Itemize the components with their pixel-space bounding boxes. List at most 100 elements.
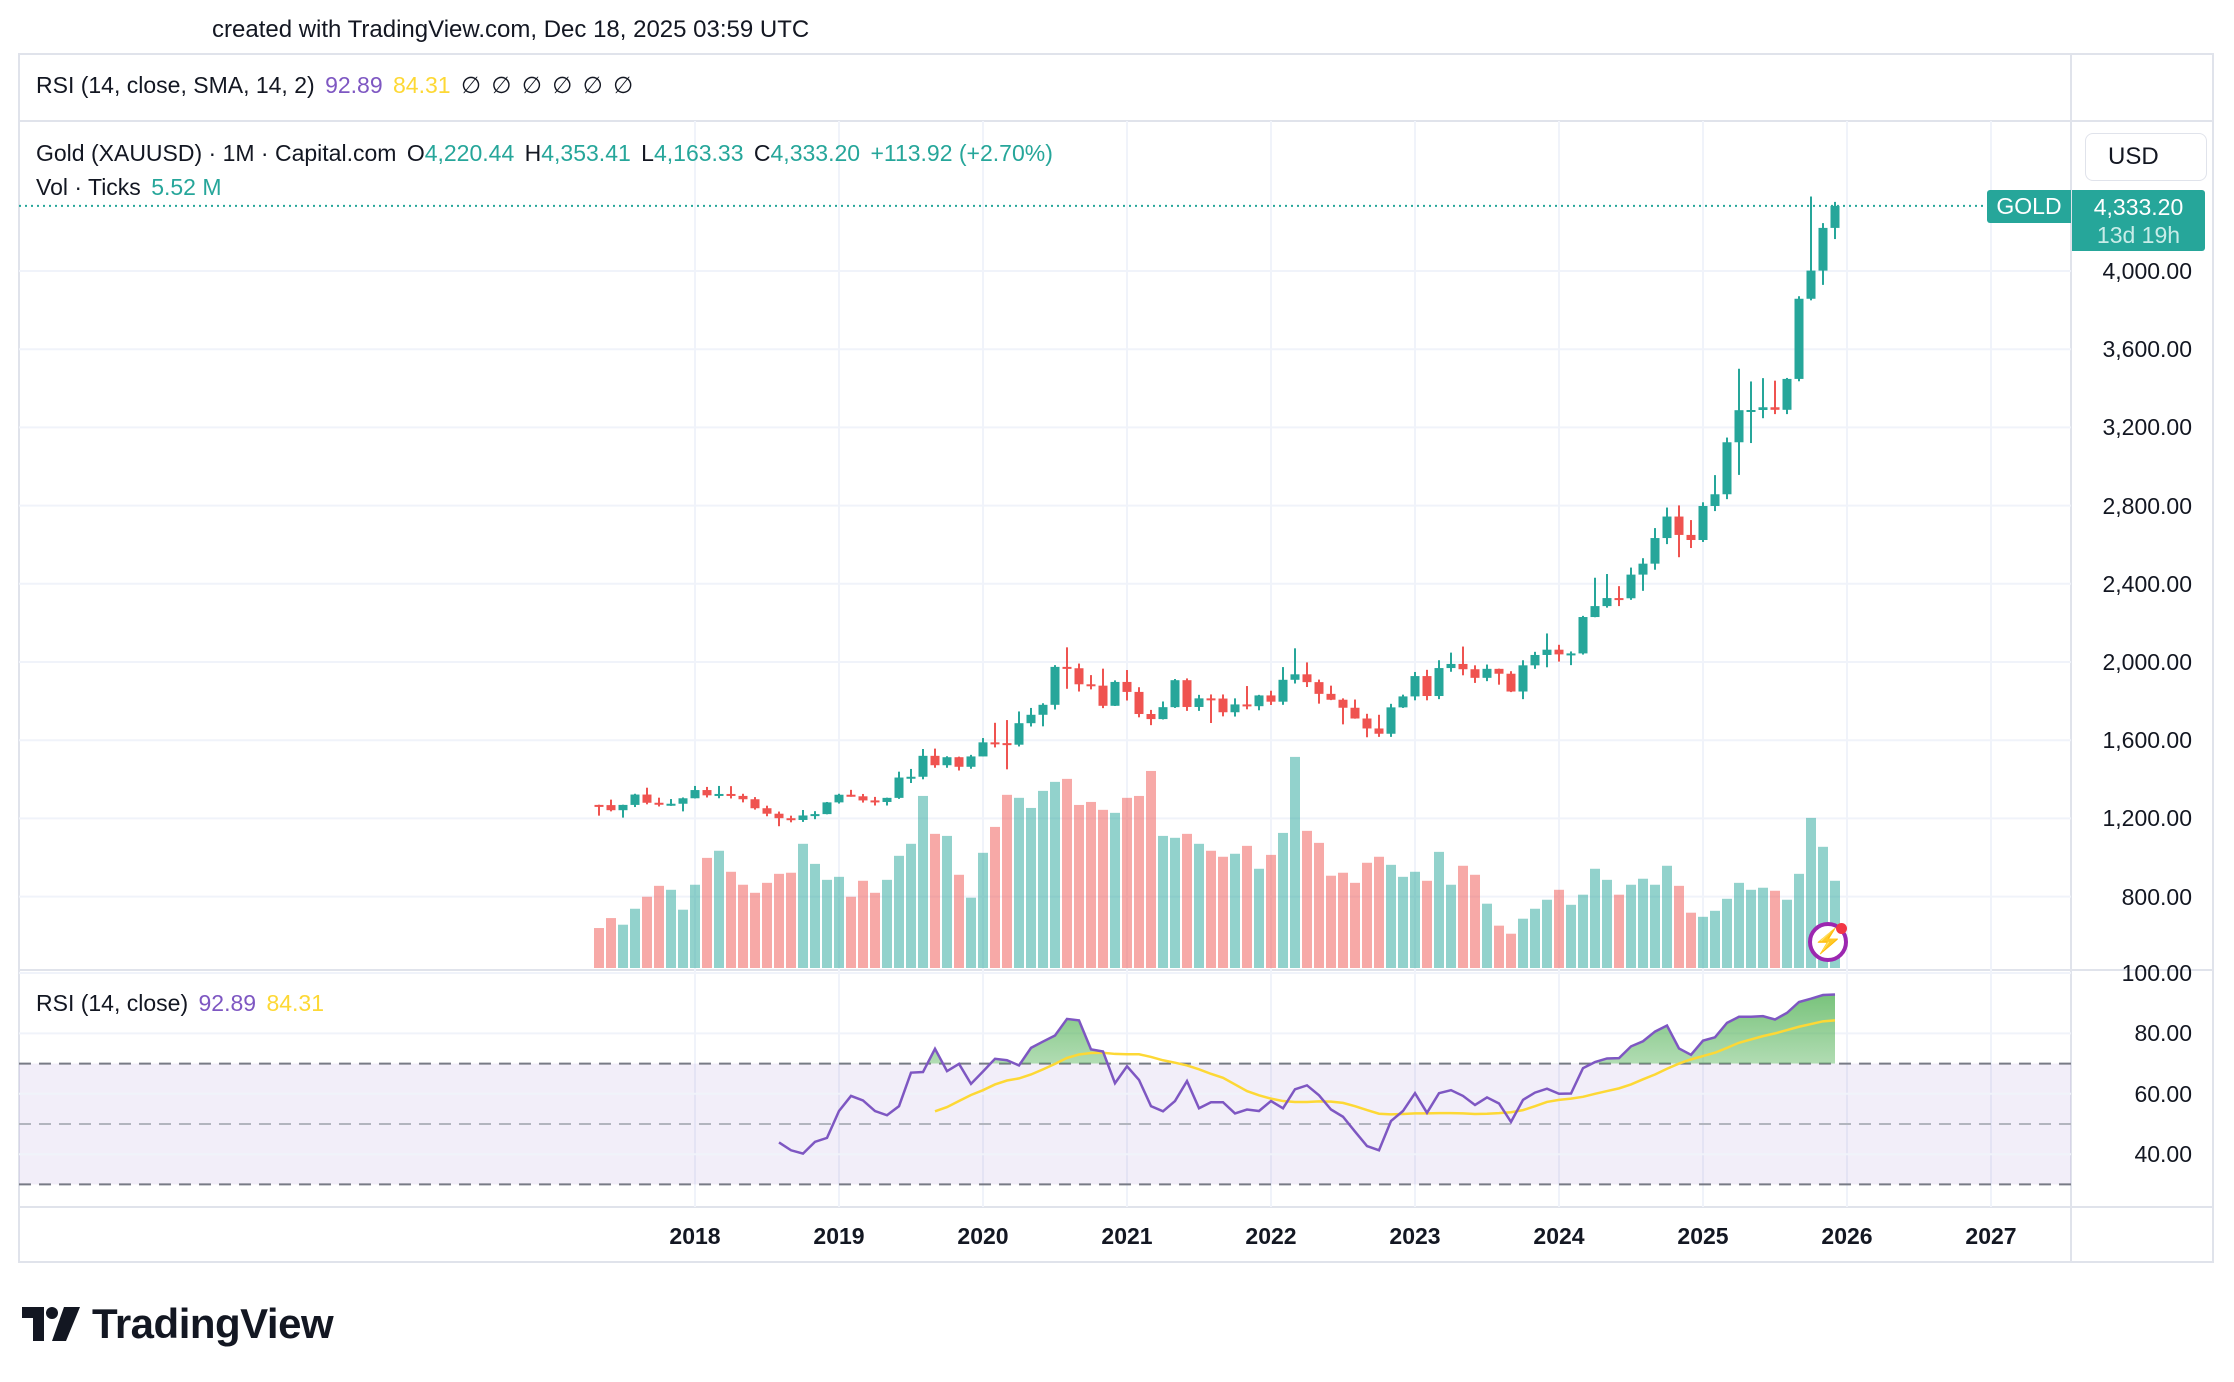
candle-body [846, 794, 856, 797]
currency-button[interactable]: USD [2085, 133, 2207, 181]
change-value: +113.92 (+2.70%) [870, 140, 1053, 166]
candle-body [1770, 407, 1780, 410]
volume-bar [894, 855, 904, 968]
candle-body [774, 813, 784, 819]
volume-bar [1722, 898, 1732, 968]
volume-bar [1794, 873, 1804, 968]
candle-body [858, 796, 868, 801]
volume-bar [1170, 837, 1180, 968]
candle-body [1518, 665, 1528, 692]
candle-body [762, 808, 772, 814]
candle-body [798, 815, 808, 820]
volume-bar [606, 918, 616, 968]
volume-bar [990, 826, 1000, 968]
candle-body [1698, 505, 1708, 541]
candle-body [1422, 676, 1432, 697]
candle-body [738, 795, 748, 800]
low-value: 4,163.33 [653, 140, 744, 166]
indicator-title[interactable]: RSI (14, close, SMA, 14, 2) [36, 72, 315, 98]
volume-bar [1326, 875, 1336, 968]
volume-bar [1602, 879, 1612, 968]
volume-bar [1578, 894, 1588, 968]
candle-body [1782, 378, 1792, 410]
price-axis-label: 2,800.00 [2102, 492, 2192, 519]
candle-body [870, 800, 880, 803]
candle-body [1290, 674, 1300, 680]
lightning-icon[interactable]: ⚡ [1808, 922, 1848, 962]
volume-bar [906, 843, 916, 968]
volume-bar [1086, 801, 1096, 968]
volume-legend: Vol · Ticks 5.52 M [36, 173, 226, 201]
volume-bar [690, 884, 700, 968]
candle-body [642, 794, 652, 803]
volume-bar [882, 879, 892, 968]
volume-bar [1266, 854, 1276, 968]
rsi-value: 92.89 [325, 72, 383, 98]
volume-bar [1218, 856, 1228, 968]
candle-body [1170, 680, 1180, 708]
time-axis-label: 2025 [1677, 1223, 1729, 1249]
candle-body [1254, 695, 1264, 707]
candle-body [1470, 669, 1480, 678]
candle-body [1338, 699, 1348, 708]
price-axis-label: 1,600.00 [2102, 727, 2192, 754]
volume-bar [1422, 880, 1432, 968]
candle-body [894, 777, 904, 798]
volume-bar [1146, 770, 1156, 968]
volume-bar [786, 872, 796, 968]
volume-bar [1182, 833, 1192, 968]
volume-bar [918, 795, 928, 968]
last-price: 4,333.20 [2093, 194, 2184, 220]
rsi-title[interactable]: RSI (14, close) [36, 990, 189, 1016]
volume-bar [1686, 912, 1696, 968]
candle-body [1218, 698, 1228, 713]
rsi-axis-label: 80.00 [2134, 1020, 2192, 1047]
price-axis-label: 4,000.00 [2102, 258, 2192, 284]
volume-title[interactable]: Vol · Ticks [36, 174, 141, 200]
volume-bar [774, 873, 784, 968]
na-value: ∅ [613, 72, 634, 98]
volume-bar [1806, 817, 1816, 968]
candle-body [1410, 676, 1420, 697]
candle-body [690, 790, 700, 799]
volume-bar [1662, 865, 1672, 968]
candle-body [1614, 598, 1624, 601]
volume-bar [738, 884, 748, 968]
candle-body [1146, 714, 1156, 720]
volume-bar [618, 924, 628, 968]
volume-bar [1734, 882, 1744, 968]
volume-bar [1278, 832, 1288, 968]
candle-body [978, 742, 988, 757]
candle-body [1830, 205, 1840, 228]
candle-body [1074, 668, 1084, 685]
candle-body [1446, 663, 1456, 669]
volume-bar [834, 876, 844, 968]
price-axis-label: 1,200.00 [2102, 805, 2192, 832]
volume-bar [1710, 910, 1720, 968]
volume-bar [1566, 904, 1576, 968]
volume-bar [1506, 933, 1516, 968]
last-price-tag: 4,333.20 13d 19h [2072, 190, 2205, 251]
rsi-ma-line [934, 1019, 1836, 1116]
candle-body [1098, 685, 1108, 706]
candle-body [1086, 684, 1096, 687]
candle-body [1314, 682, 1324, 694]
high-value: 4,353.41 [541, 140, 631, 166]
candlestick-series [594, 196, 1840, 827]
symbol-title[interactable]: Gold (XAUUSD) · 1M · Capital.com [36, 140, 397, 166]
candle-body [1554, 649, 1564, 655]
volume-bar [1194, 843, 1204, 968]
candle-body [1662, 516, 1672, 539]
tradingview-logo[interactable]: TradingView [22, 1300, 334, 1348]
candle-body [1482, 668, 1492, 678]
na-value: ∅ [460, 72, 482, 98]
candle-body [1026, 714, 1036, 724]
volume-bar [1674, 885, 1684, 968]
candle-body [606, 805, 616, 811]
volume-bar [1098, 809, 1108, 968]
volume-bar [1254, 868, 1264, 968]
volume-bar [1482, 903, 1492, 968]
candle-body [1182, 680, 1192, 707]
volume-bar [1230, 853, 1240, 968]
